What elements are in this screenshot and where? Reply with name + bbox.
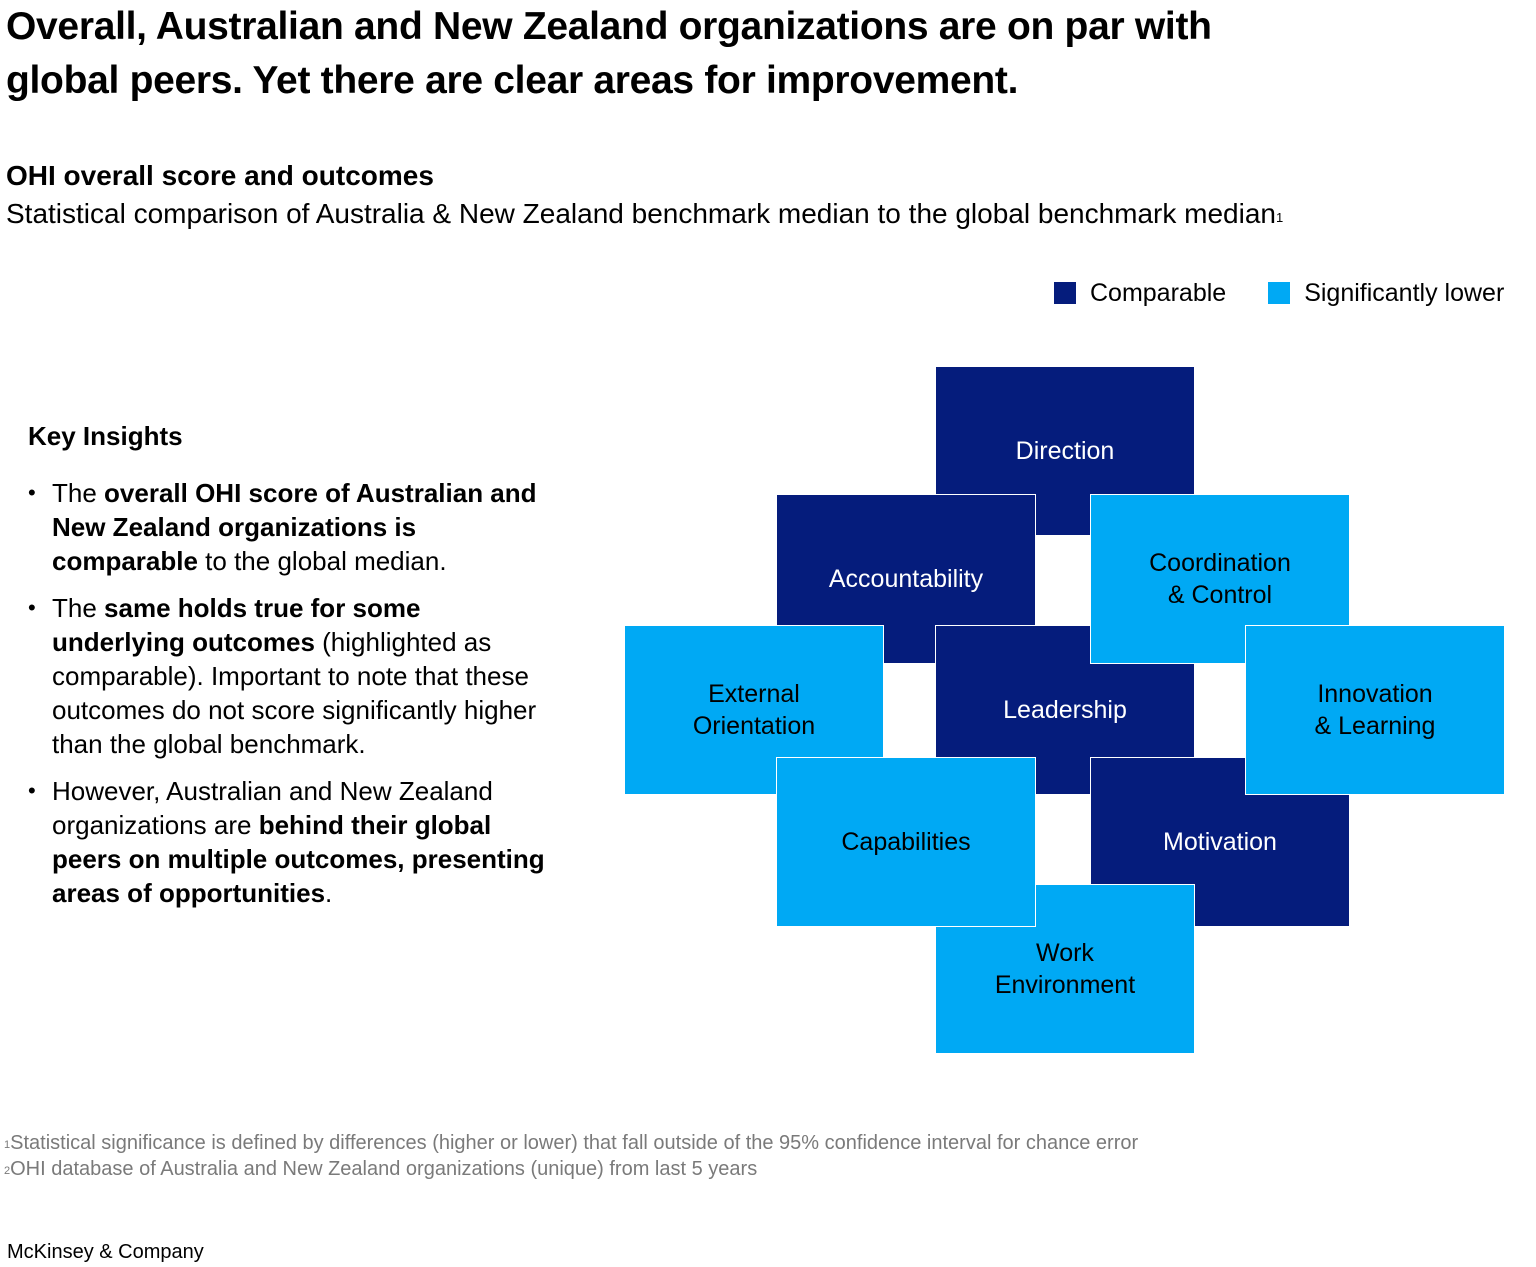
insight-text: overall OHI score of Australian and New … xyxy=(52,478,537,576)
insight-text: behind their global peers on multiple ou… xyxy=(52,810,545,908)
insight-text: . xyxy=(325,878,333,908)
outcome-label: Direction xyxy=(1015,437,1115,465)
insight-bullet: The same holds true for some underlying … xyxy=(28,591,548,761)
legend-item-comparable: Comparable xyxy=(1054,279,1226,308)
outcome-label: Innovation & Learning xyxy=(1314,680,1436,740)
insight-text: The xyxy=(52,478,105,508)
outcome-label: Motivation xyxy=(1163,828,1277,856)
chart-subtitle: OHI overall score and outcomes xyxy=(6,160,434,191)
outcome-capabilities: Capabilities xyxy=(776,757,1036,927)
insight-bullet: However, Australian and New Zealand orga… xyxy=(28,774,548,910)
outcome-external-orientation: External Orientation xyxy=(624,625,884,795)
legend-swatch-comparable xyxy=(1054,282,1076,304)
legend-swatch-significantly-lower xyxy=(1268,282,1291,304)
key-insights: Key Insights The overall OHI score of Au… xyxy=(28,418,548,923)
outcome-label: Leadership xyxy=(1003,696,1127,724)
chart-description-text: Statistical comparison of Australia & Ne… xyxy=(6,198,1276,229)
chart-description: Statistical comparison of Australia & Ne… xyxy=(6,195,1283,233)
footnote-2-text: OHI database of Australia and New Zealan… xyxy=(10,1158,758,1180)
legend-label-significantly-lower: Significantly lower xyxy=(1304,278,1505,307)
insight-text: However, Australian and New Zealand orga… xyxy=(52,776,493,840)
legend-label-comparable: Comparable xyxy=(1090,278,1227,307)
outcome-label: Accountability xyxy=(828,565,984,593)
brand-logo: McKinsey & Company xyxy=(7,1241,204,1263)
outcome-innovation-learning: Innovation & Learning xyxy=(1245,625,1505,795)
key-insights-title: Key Insights xyxy=(28,421,183,451)
footnote-1-mark: 1 xyxy=(4,1139,11,1151)
headline: Overall, Australian and New Zealand orga… xyxy=(6,0,1486,108)
insight-text: (highlighted as comparable). Important t… xyxy=(52,627,537,759)
outcome-label: Capabilities xyxy=(841,828,971,856)
legend: Comparable Significantly lower xyxy=(1054,276,1504,310)
insight-bullet: The overall OHI score of Australian and … xyxy=(28,476,548,578)
headline-line-2: global peers. Yet there are clear areas … xyxy=(6,59,1019,102)
footnotes: 1Statistical significance is defined by … xyxy=(4,1130,1138,1182)
footnote-1: 1Statistical significance is defined by … xyxy=(4,1130,1138,1156)
footnote-2-mark: 2 xyxy=(4,1165,11,1177)
outcome-label: Work Environment xyxy=(994,939,1136,999)
insight-text: The xyxy=(52,593,105,623)
outcome-label: Coordination & Control xyxy=(1149,549,1291,609)
outcome-label: External Orientation xyxy=(692,680,816,740)
outcome-coordination-control: Coordination & Control xyxy=(1090,494,1350,664)
legend-item-significantly-lower: Significantly lower xyxy=(1268,279,1504,308)
headline-line-1: Overall, Australian and New Zealand orga… xyxy=(6,5,1212,48)
footnote-2: 2OHI database of Australia and New Zeala… xyxy=(4,1156,1138,1182)
key-insights-list: The overall OHI score of Australian and … xyxy=(28,476,548,910)
footnote-1-text: Statistical significance is defined by d… xyxy=(10,1132,1139,1154)
insight-text: to the global median. xyxy=(197,546,447,576)
footnote-mark: 1 xyxy=(1276,210,1284,225)
insight-text: same holds true for some underlying outc… xyxy=(52,593,421,657)
